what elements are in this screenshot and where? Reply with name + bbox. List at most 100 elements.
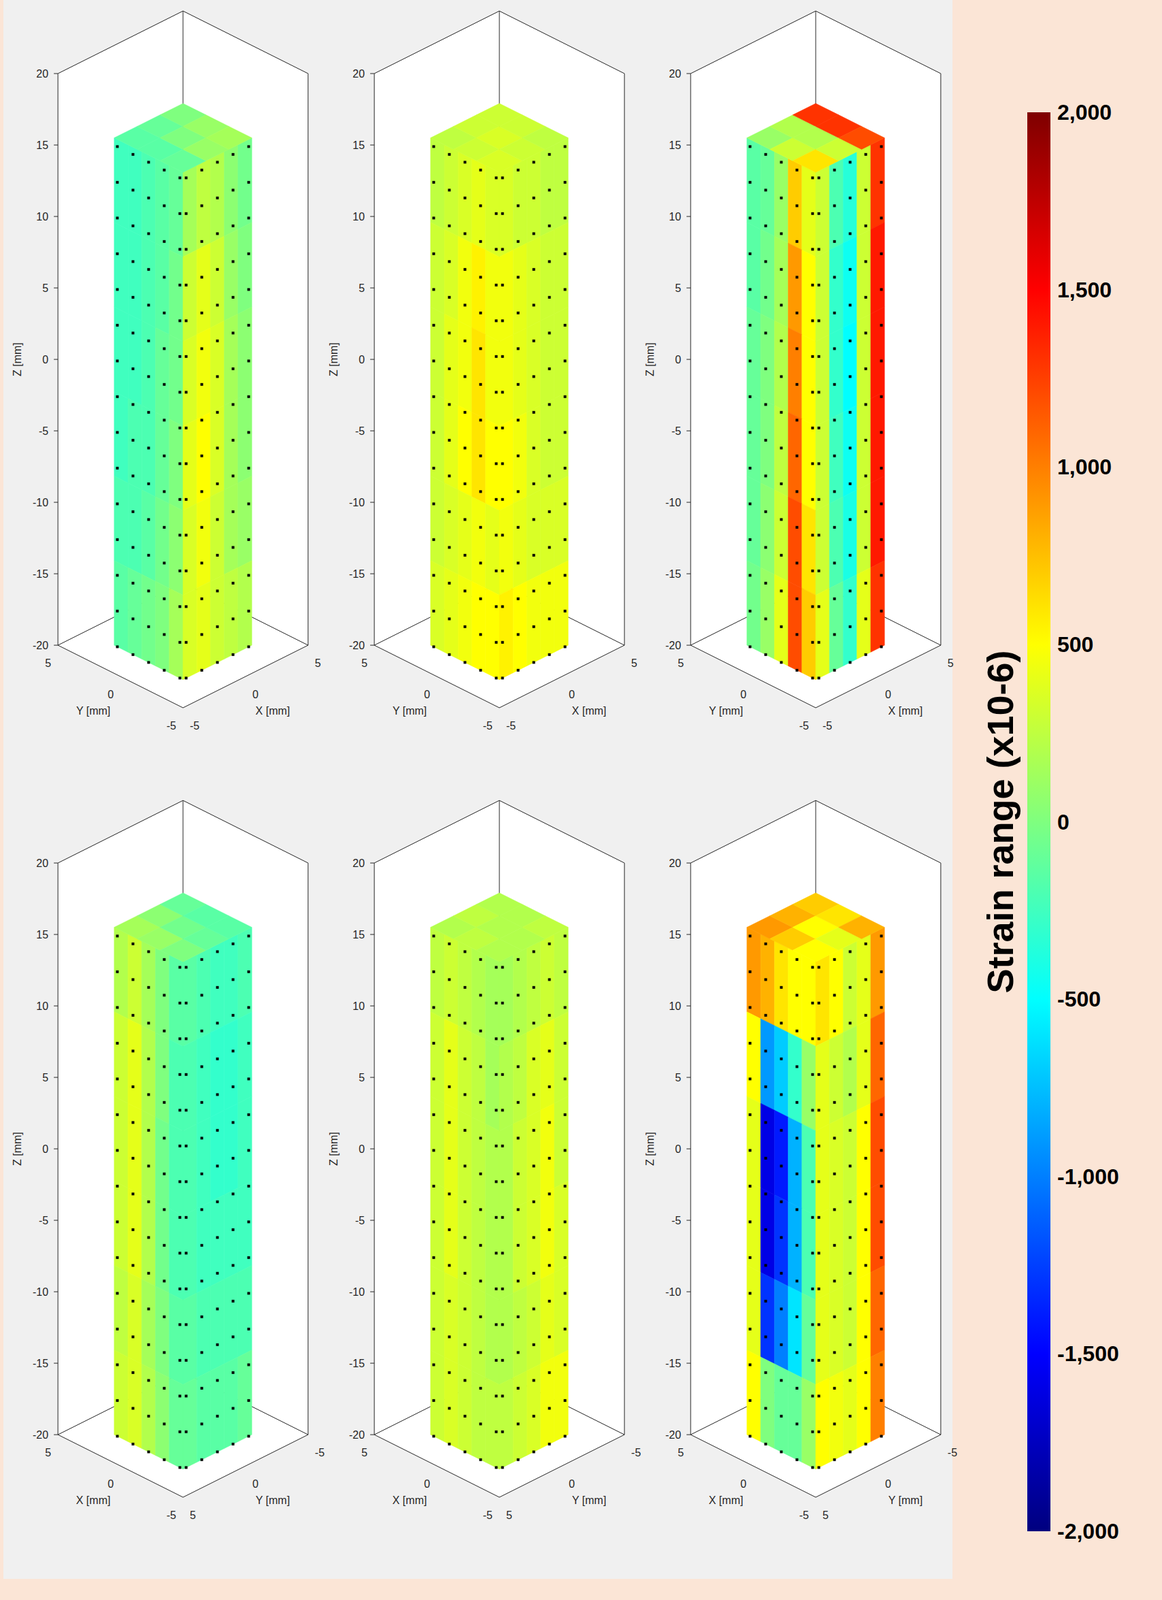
svg-text:5: 5 [42, 282, 49, 294]
svg-text:0: 0 [674, 353, 682, 366]
svg-text:20: 20 [352, 68, 365, 80]
svg-text:5: 5 [361, 657, 368, 669]
svg-text:5: 5 [677, 657, 684, 669]
svg-text:5: 5 [506, 1508, 513, 1521]
svg-text:1,500: 1,500 [1057, 277, 1112, 303]
svg-text:5: 5 [631, 657, 638, 669]
svg-text:Z [mm]: Z [mm] [644, 1131, 656, 1166]
svg-text:Strain range (x10-6): Strain range (x10-6) [979, 649, 1021, 993]
svg-text:-5: -5 [671, 425, 682, 437]
svg-text:-20: -20 [32, 639, 49, 652]
svg-text:5: 5 [361, 1446, 368, 1458]
svg-text:X [mm]: X [mm] [572, 704, 607, 717]
svg-text:15: 15 [352, 139, 365, 152]
svg-text:-15: -15 [349, 568, 365, 580]
svg-text:Z [mm]: Z [mm] [11, 1131, 24, 1166]
svg-text:5: 5 [314, 657, 322, 669]
svg-text:Y [mm]: Y [mm] [572, 1494, 607, 1506]
svg-text:5: 5 [947, 657, 954, 669]
svg-text:0: 0 [358, 353, 365, 366]
svg-text:5: 5 [358, 1071, 365, 1084]
svg-text:-5: -5 [822, 719, 833, 732]
svg-text:5: 5 [42, 1071, 49, 1084]
svg-text:-15: -15 [32, 568, 49, 580]
svg-text:-5: -5 [355, 425, 365, 437]
svg-text:-10: -10 [665, 1285, 682, 1298]
svg-text:-15: -15 [349, 1357, 365, 1369]
svg-text:5: 5 [189, 1508, 196, 1521]
svg-text:Z [mm]: Z [mm] [644, 342, 656, 377]
svg-text:15: 15 [668, 928, 682, 941]
svg-text:-20: -20 [665, 639, 682, 652]
svg-text:5: 5 [822, 1508, 829, 1521]
svg-text:0: 0 [674, 1142, 682, 1155]
svg-text:-20: -20 [32, 1428, 49, 1441]
svg-text:-5: -5 [189, 719, 200, 732]
svg-text:0: 0 [107, 688, 114, 701]
svg-text:-5: -5 [483, 719, 493, 732]
svg-text:-500: -500 [1057, 986, 1101, 1011]
svg-text:0: 0 [42, 1142, 49, 1155]
svg-text:5: 5 [674, 282, 682, 294]
svg-text:-20: -20 [349, 1428, 365, 1441]
svg-text:-20: -20 [349, 639, 365, 652]
svg-text:Z [mm]: Z [mm] [327, 342, 340, 377]
svg-text:15: 15 [36, 139, 49, 152]
svg-text:5: 5 [677, 1446, 684, 1458]
svg-text:10: 10 [352, 210, 365, 223]
svg-text:Y [mm]: Y [mm] [888, 1494, 923, 1506]
svg-text:-10: -10 [32, 1285, 49, 1298]
svg-text:5: 5 [44, 1446, 52, 1458]
svg-text:10: 10 [36, 1000, 49, 1012]
svg-text:0: 0 [740, 688, 747, 701]
svg-text:-15: -15 [665, 1357, 682, 1369]
svg-text:X [mm]: X [mm] [708, 1494, 744, 1506]
svg-text:20: 20 [36, 68, 49, 80]
svg-text:10: 10 [668, 1000, 682, 1012]
svg-text:-5: -5 [799, 1508, 809, 1521]
svg-text:-10: -10 [349, 496, 365, 509]
svg-text:-5: -5 [38, 425, 49, 437]
svg-text:Y [mm]: Y [mm] [392, 704, 427, 717]
svg-text:20: 20 [668, 68, 682, 80]
svg-text:Y [mm]: Y [mm] [76, 704, 111, 717]
svg-text:-5: -5 [671, 1214, 682, 1226]
svg-text:-5: -5 [166, 719, 177, 732]
svg-text:0: 0 [423, 1477, 430, 1490]
svg-text:5: 5 [358, 282, 365, 294]
svg-text:X [mm]: X [mm] [255, 704, 291, 717]
svg-text:-5: -5 [38, 1214, 49, 1226]
svg-text:-5: -5 [506, 719, 516, 732]
svg-text:-10: -10 [32, 496, 49, 509]
svg-text:-5: -5 [799, 719, 809, 732]
svg-text:-5: -5 [631, 1446, 641, 1458]
svg-text:20: 20 [668, 857, 682, 869]
svg-text:-10: -10 [665, 496, 682, 509]
svg-text:10: 10 [36, 210, 49, 223]
svg-text:-1,000: -1,000 [1057, 1164, 1120, 1189]
svg-text:-5: -5 [314, 1446, 325, 1458]
svg-text:0: 0 [568, 688, 575, 701]
svg-text:0: 0 [42, 353, 49, 366]
svg-text:-15: -15 [665, 568, 682, 580]
svg-text:1,000: 1,000 [1057, 454, 1112, 479]
svg-text:0: 0 [252, 1477, 259, 1490]
svg-text:0: 0 [885, 1477, 892, 1490]
svg-text:0: 0 [1057, 809, 1070, 835]
svg-text:-5: -5 [355, 1214, 365, 1226]
svg-text:15: 15 [36, 928, 49, 941]
svg-text:-15: -15 [32, 1357, 49, 1369]
svg-text:0: 0 [568, 1477, 575, 1490]
svg-text:15: 15 [668, 139, 682, 152]
svg-text:-1,500: -1,500 [1057, 1340, 1120, 1366]
svg-text:500: 500 [1057, 632, 1094, 657]
svg-text:X [mm]: X [mm] [392, 1494, 428, 1506]
svg-text:-10: -10 [349, 1285, 365, 1298]
svg-text:20: 20 [36, 857, 49, 869]
svg-text:15: 15 [352, 928, 365, 941]
svg-text:-20: -20 [665, 1428, 682, 1441]
svg-text:0: 0 [107, 1477, 114, 1490]
svg-text:Y [mm]: Y [mm] [708, 704, 743, 717]
svg-text:Z [mm]: Z [mm] [327, 1131, 340, 1166]
svg-text:10: 10 [668, 210, 682, 223]
